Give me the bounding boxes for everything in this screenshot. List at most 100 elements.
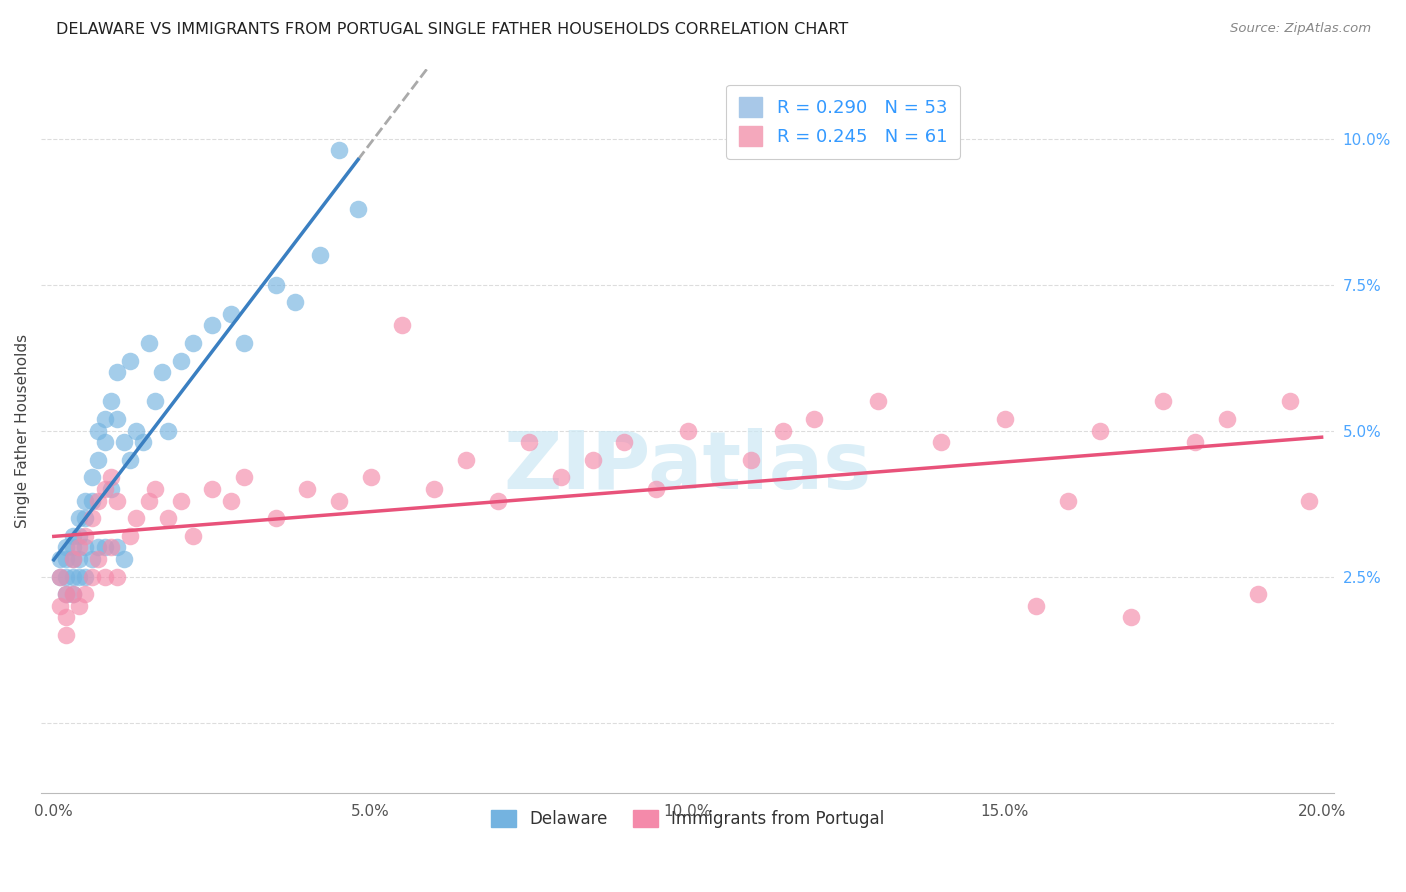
Point bbox=[55, 569, 77, 583]
Point bbox=[67, 529, 90, 543]
Point bbox=[55, 587, 77, 601]
Point bbox=[143, 394, 166, 409]
Point bbox=[1088, 424, 1111, 438]
Point bbox=[550, 470, 572, 484]
Point bbox=[219, 307, 242, 321]
Point bbox=[75, 587, 97, 601]
Point bbox=[105, 569, 128, 583]
Point bbox=[75, 529, 97, 543]
Point bbox=[131, 435, 153, 450]
Point bbox=[772, 424, 794, 438]
Point bbox=[93, 541, 115, 555]
Point bbox=[67, 541, 90, 555]
Point bbox=[297, 482, 319, 496]
Point bbox=[1025, 599, 1047, 613]
Point bbox=[62, 587, 84, 601]
Point bbox=[55, 610, 77, 624]
Point bbox=[80, 552, 103, 566]
Point bbox=[105, 493, 128, 508]
Point bbox=[201, 318, 224, 333]
Point bbox=[67, 511, 90, 525]
Point bbox=[49, 599, 72, 613]
Point bbox=[328, 493, 350, 508]
Point bbox=[454, 452, 477, 467]
Point bbox=[67, 569, 90, 583]
Point bbox=[169, 353, 191, 368]
Point bbox=[284, 295, 307, 310]
Point bbox=[233, 336, 256, 351]
Point bbox=[517, 435, 540, 450]
Point bbox=[80, 493, 103, 508]
Point bbox=[994, 412, 1017, 426]
Point bbox=[1278, 394, 1301, 409]
Point bbox=[87, 541, 110, 555]
Point bbox=[181, 336, 204, 351]
Point bbox=[62, 587, 84, 601]
Point bbox=[156, 424, 179, 438]
Point bbox=[55, 628, 77, 642]
Point bbox=[1121, 610, 1143, 624]
Point bbox=[80, 470, 103, 484]
Point bbox=[1215, 412, 1237, 426]
Point bbox=[49, 569, 72, 583]
Point bbox=[55, 541, 77, 555]
Point bbox=[80, 511, 103, 525]
Point bbox=[100, 541, 122, 555]
Point bbox=[360, 470, 382, 484]
Point bbox=[100, 470, 122, 484]
Point bbox=[264, 277, 287, 292]
Point bbox=[1298, 493, 1320, 508]
Point bbox=[93, 482, 115, 496]
Point bbox=[233, 470, 256, 484]
Point bbox=[125, 511, 148, 525]
Point bbox=[87, 452, 110, 467]
Point bbox=[866, 394, 889, 409]
Point bbox=[62, 569, 84, 583]
Point bbox=[156, 511, 179, 525]
Point bbox=[423, 482, 446, 496]
Point bbox=[105, 365, 128, 379]
Point bbox=[62, 529, 84, 543]
Point bbox=[87, 552, 110, 566]
Point bbox=[75, 541, 97, 555]
Point bbox=[219, 493, 242, 508]
Point bbox=[100, 394, 122, 409]
Point bbox=[112, 552, 135, 566]
Point bbox=[1057, 493, 1080, 508]
Point bbox=[347, 202, 370, 216]
Point bbox=[125, 424, 148, 438]
Point bbox=[181, 529, 204, 543]
Point bbox=[67, 552, 90, 566]
Point bbox=[75, 569, 97, 583]
Point bbox=[328, 143, 350, 157]
Point bbox=[93, 435, 115, 450]
Point bbox=[105, 412, 128, 426]
Point bbox=[613, 435, 636, 450]
Point bbox=[49, 552, 72, 566]
Point bbox=[80, 569, 103, 583]
Point bbox=[93, 412, 115, 426]
Point bbox=[138, 493, 160, 508]
Point bbox=[1247, 587, 1270, 601]
Point bbox=[62, 552, 84, 566]
Point bbox=[105, 541, 128, 555]
Text: Source: ZipAtlas.com: Source: ZipAtlas.com bbox=[1230, 22, 1371, 36]
Point bbox=[49, 569, 72, 583]
Point bbox=[75, 511, 97, 525]
Legend: Delaware, Immigrants from Portugal: Delaware, Immigrants from Portugal bbox=[485, 804, 891, 835]
Point bbox=[55, 587, 77, 601]
Point bbox=[62, 541, 84, 555]
Point bbox=[486, 493, 509, 508]
Point bbox=[112, 435, 135, 450]
Point bbox=[55, 552, 77, 566]
Y-axis label: Single Father Households: Single Father Households bbox=[15, 334, 30, 528]
Point bbox=[118, 529, 141, 543]
Point bbox=[803, 412, 825, 426]
Point bbox=[150, 365, 173, 379]
Point bbox=[75, 493, 97, 508]
Point bbox=[87, 493, 110, 508]
Point bbox=[740, 452, 762, 467]
Point bbox=[62, 552, 84, 566]
Point bbox=[93, 569, 115, 583]
Text: DELAWARE VS IMMIGRANTS FROM PORTUGAL SINGLE FATHER HOUSEHOLDS CORRELATION CHART: DELAWARE VS IMMIGRANTS FROM PORTUGAL SIN… bbox=[56, 22, 848, 37]
